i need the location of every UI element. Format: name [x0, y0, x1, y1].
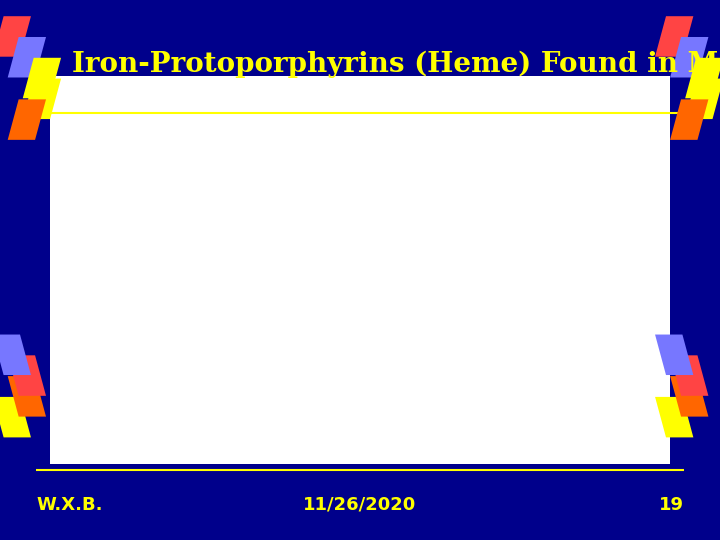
- Polygon shape: [670, 355, 708, 396]
- Polygon shape: [655, 334, 693, 375]
- Polygon shape: [670, 37, 708, 77]
- Polygon shape: [0, 16, 31, 57]
- Polygon shape: [670, 376, 708, 417]
- Polygon shape: [0, 334, 31, 375]
- Text: Iron-Protoporphyrins (Heme) Found in Mammalian Cells: Iron-Protoporphyrins (Heme) Found in Mam…: [72, 51, 720, 78]
- Polygon shape: [8, 99, 46, 140]
- Polygon shape: [655, 16, 693, 57]
- Polygon shape: [685, 78, 720, 119]
- FancyBboxPatch shape: [50, 76, 670, 464]
- Text: 11/26/2020: 11/26/2020: [303, 496, 417, 514]
- Polygon shape: [8, 37, 46, 77]
- Polygon shape: [0, 397, 31, 437]
- Polygon shape: [670, 99, 708, 140]
- Text: 19: 19: [659, 496, 684, 514]
- Polygon shape: [685, 58, 720, 98]
- Polygon shape: [23, 78, 61, 119]
- Polygon shape: [655, 397, 693, 437]
- Polygon shape: [8, 376, 46, 417]
- Text: W.X.B.: W.X.B.: [36, 496, 102, 514]
- Polygon shape: [8, 355, 46, 396]
- Polygon shape: [23, 58, 61, 98]
